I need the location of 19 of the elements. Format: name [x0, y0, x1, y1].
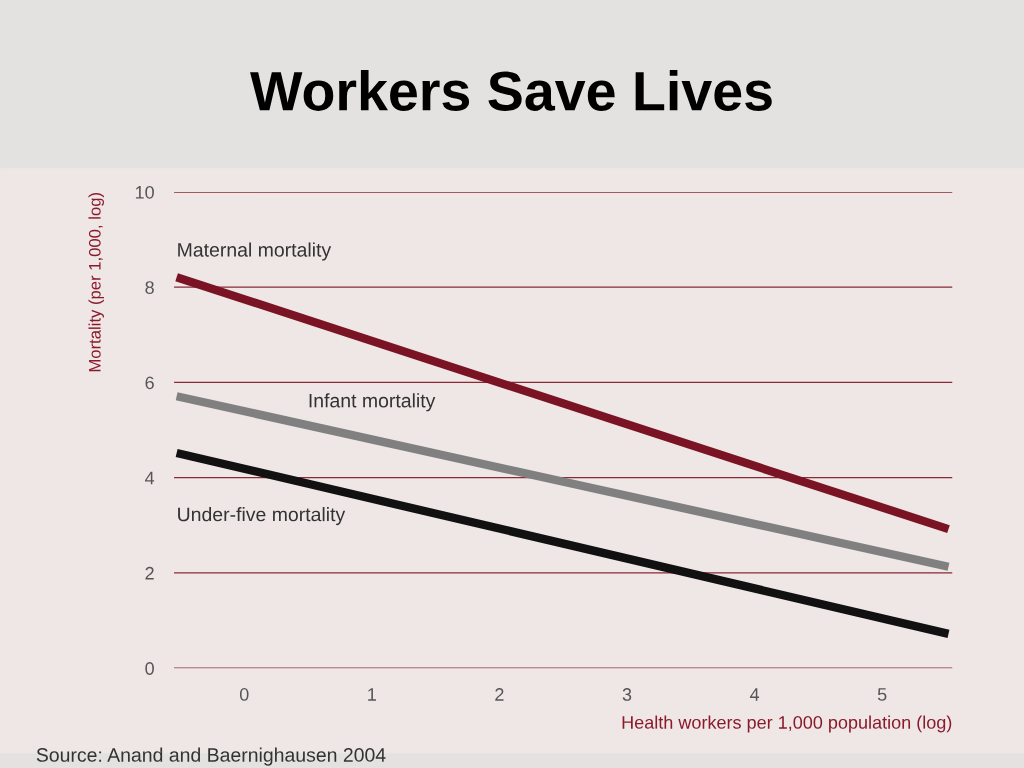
y-tick-label: 2 [145, 566, 154, 580]
x-tick-label: 1 [368, 688, 376, 701]
y-tick-label: 8 [145, 281, 154, 294]
x-tick-label: 2 [495, 688, 504, 701]
x-tick-label: 4 [749, 688, 760, 701]
chart-title: Workers Save Lives [250, 70, 772, 111]
x-axis-title: Health workers per 1,000 population (log) [622, 715, 952, 733]
series-label: Maternal mortality [178, 242, 332, 261]
series-label: Under-five mortality [178, 507, 346, 526]
y-tick-label: 0 [145, 662, 154, 675]
x-tick-label: 5 [877, 688, 887, 701]
x-tick-label: 0 [239, 688, 249, 701]
source-note: Source: Anand and Baernighausen 2004 [36, 747, 386, 766]
y-axis-title: Mortality (per 1,000, log) [88, 193, 104, 372]
y-tick-label: 10 [135, 185, 154, 199]
y-tick-label: 4 [145, 471, 155, 485]
series-label: Infant mortality [309, 393, 436, 412]
y-tick-label: 6 [145, 376, 154, 390]
x-tick-label: 3 [622, 688, 632, 701]
